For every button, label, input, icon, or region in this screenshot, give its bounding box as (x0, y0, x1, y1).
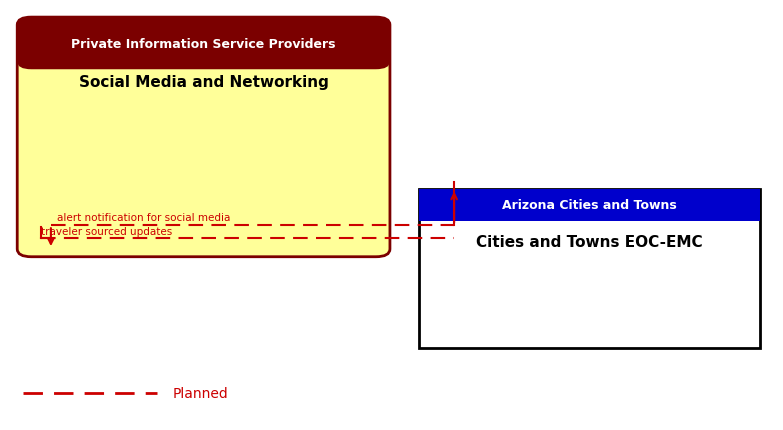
Text: Planned: Planned (172, 387, 228, 400)
Text: alert notification for social media: alert notification for social media (57, 212, 230, 222)
FancyBboxPatch shape (17, 18, 390, 257)
Text: Arizona Cities and Towns: Arizona Cities and Towns (502, 199, 677, 212)
Bar (419, 189, 760, 221)
Bar (32, 44, 375, 62)
FancyBboxPatch shape (17, 18, 390, 70)
Text: traveler sourced updates: traveler sourced updates (41, 226, 173, 236)
Bar (419, 189, 760, 348)
Text: Private Information Service Providers: Private Information Service Providers (71, 37, 336, 51)
Text: Social Media and Networking: Social Media and Networking (78, 75, 329, 90)
Text: Cities and Towns EOC-EMC: Cities and Towns EOC-EMC (476, 234, 702, 249)
